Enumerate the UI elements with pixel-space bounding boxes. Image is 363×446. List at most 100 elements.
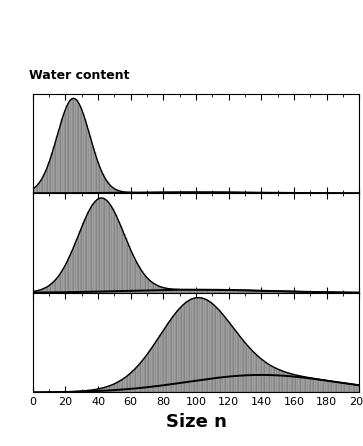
Bar bbox=[118, 191, 120, 193]
Bar bbox=[287, 373, 288, 392]
Bar bbox=[138, 266, 140, 293]
Bar bbox=[56, 136, 58, 193]
Bar bbox=[48, 162, 50, 193]
Bar bbox=[109, 185, 110, 193]
Bar bbox=[43, 174, 45, 193]
Bar bbox=[117, 190, 118, 193]
Bar bbox=[199, 192, 200, 193]
Bar bbox=[314, 379, 316, 392]
Bar bbox=[213, 192, 215, 193]
Bar bbox=[226, 320, 228, 392]
Bar bbox=[269, 365, 270, 392]
Bar bbox=[56, 278, 58, 293]
Bar bbox=[303, 377, 305, 392]
Bar bbox=[76, 100, 78, 193]
Bar bbox=[169, 192, 171, 193]
Bar bbox=[210, 302, 212, 392]
Bar bbox=[52, 283, 53, 293]
Bar bbox=[359, 385, 360, 392]
Bar bbox=[86, 216, 87, 293]
Bar bbox=[166, 192, 167, 193]
Bar bbox=[200, 192, 202, 193]
Bar bbox=[69, 100, 71, 193]
Bar bbox=[94, 152, 95, 193]
Bar bbox=[45, 288, 46, 293]
Bar bbox=[187, 289, 189, 293]
Bar bbox=[229, 290, 231, 293]
Bar bbox=[69, 255, 71, 293]
Bar bbox=[130, 250, 131, 293]
Bar bbox=[102, 198, 104, 293]
Bar bbox=[46, 287, 48, 293]
Bar bbox=[125, 377, 127, 392]
Bar bbox=[228, 322, 229, 392]
Bar bbox=[114, 212, 115, 293]
Bar bbox=[86, 391, 87, 392]
Bar bbox=[94, 202, 95, 293]
Bar bbox=[109, 203, 110, 293]
Bar bbox=[239, 337, 241, 392]
Bar bbox=[221, 290, 223, 293]
Bar bbox=[180, 306, 182, 392]
Bar bbox=[143, 274, 144, 293]
Bar bbox=[208, 192, 210, 193]
Bar bbox=[182, 192, 184, 193]
Bar bbox=[136, 367, 138, 392]
Bar bbox=[207, 290, 208, 293]
Bar bbox=[202, 192, 203, 193]
Bar bbox=[327, 381, 329, 392]
Bar bbox=[269, 291, 270, 293]
Bar bbox=[189, 289, 190, 293]
Bar bbox=[58, 130, 60, 193]
Bar bbox=[99, 167, 101, 193]
Bar bbox=[133, 257, 135, 293]
Bar bbox=[259, 358, 261, 392]
Bar bbox=[125, 238, 127, 293]
Bar bbox=[118, 223, 120, 293]
Bar bbox=[117, 219, 118, 293]
Bar bbox=[35, 186, 37, 193]
Bar bbox=[295, 292, 297, 293]
Bar bbox=[220, 192, 221, 193]
Bar bbox=[256, 291, 257, 293]
Bar bbox=[110, 186, 112, 193]
Bar bbox=[115, 190, 117, 193]
Bar bbox=[272, 291, 274, 293]
Bar bbox=[171, 318, 172, 392]
Bar bbox=[167, 323, 169, 392]
Bar bbox=[158, 286, 159, 293]
Bar bbox=[123, 192, 125, 193]
Bar bbox=[89, 209, 91, 293]
Bar bbox=[329, 292, 331, 293]
Bar bbox=[159, 335, 161, 392]
Bar bbox=[174, 289, 176, 293]
Bar bbox=[242, 341, 244, 392]
Bar bbox=[92, 147, 94, 193]
Bar bbox=[323, 292, 324, 293]
Bar bbox=[150, 350, 151, 392]
Bar bbox=[331, 381, 333, 392]
Bar bbox=[71, 99, 73, 193]
Bar bbox=[190, 192, 192, 193]
Bar bbox=[78, 391, 79, 392]
Bar bbox=[324, 380, 326, 392]
Bar bbox=[153, 283, 154, 293]
Bar bbox=[117, 382, 118, 392]
Bar bbox=[220, 312, 221, 392]
Bar bbox=[46, 167, 48, 193]
Bar bbox=[76, 240, 78, 293]
Bar bbox=[156, 285, 158, 293]
Bar bbox=[344, 383, 346, 392]
Bar bbox=[336, 382, 337, 392]
Bar bbox=[197, 192, 199, 193]
Bar bbox=[52, 153, 53, 193]
Bar bbox=[280, 371, 282, 392]
Bar bbox=[280, 291, 282, 293]
Bar bbox=[321, 292, 323, 293]
Bar bbox=[231, 326, 233, 392]
Bar bbox=[277, 291, 278, 293]
Bar bbox=[291, 292, 293, 293]
Bar bbox=[184, 304, 185, 392]
Bar bbox=[203, 290, 205, 293]
Bar bbox=[185, 302, 187, 392]
